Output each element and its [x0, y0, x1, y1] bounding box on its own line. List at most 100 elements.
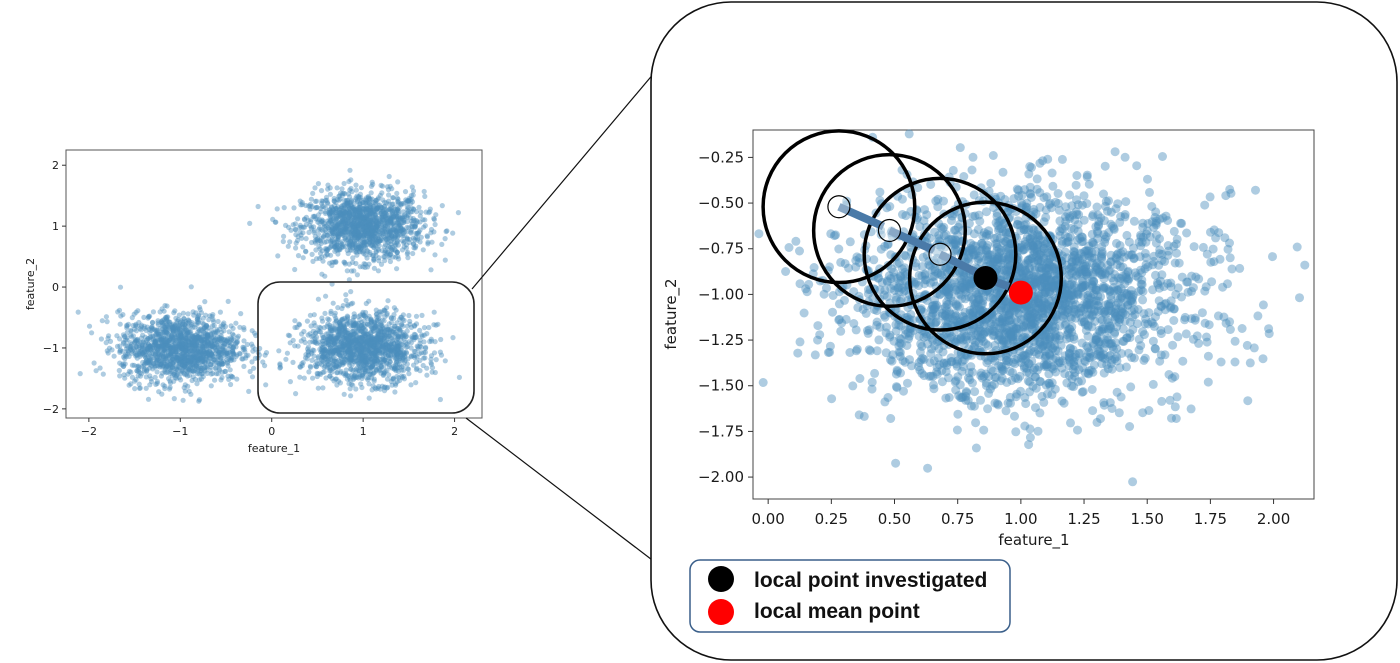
scatter-point: [128, 340, 134, 346]
scatter-point: [385, 298, 391, 304]
scatter-point: [222, 368, 228, 375]
scatter-point: [364, 239, 370, 245]
scatter-point: [412, 237, 418, 243]
scatter-point: [208, 383, 214, 389]
scatter-point: [337, 328, 343, 334]
scatter-point: [403, 242, 410, 248]
scatter-point: [365, 212, 371, 218]
scatter-point: [330, 207, 336, 213]
scatter-point: [413, 218, 420, 224]
scatter-point: [379, 343, 385, 350]
scatter-point: [374, 218, 380, 224]
scatter-point: [326, 245, 333, 251]
scatter-point: [167, 384, 173, 390]
scatter-point: [350, 205, 356, 211]
scatter-point: [366, 298, 372, 304]
scatter-point: [378, 329, 384, 335]
scatter-point: [359, 220, 365, 227]
scatter-point: [341, 216, 347, 223]
scatter-point: [398, 350, 404, 356]
scatter-point: [310, 213, 316, 219]
scatter-point: [357, 235, 364, 241]
scatter-point: [360, 227, 366, 233]
scatter-point: [348, 202, 354, 208]
scatter-point: [364, 224, 370, 230]
scatter-point: [354, 224, 360, 230]
scatter-point: [342, 220, 349, 226]
scatter-point: [409, 206, 415, 212]
scatter-point: [376, 226, 382, 232]
scatter-point: [339, 186, 345, 192]
scatter-point: [263, 382, 269, 388]
scatter-point: [337, 210, 343, 216]
scatter-point: [316, 216, 322, 222]
scatter-point: [363, 206, 370, 212]
scatter-point: [378, 261, 385, 267]
scatter-point: [364, 203, 370, 209]
scatter-point: [368, 190, 374, 196]
scatter-point: [363, 219, 369, 225]
scatter-point: [363, 226, 369, 232]
scatter-point: [352, 242, 358, 248]
scatter-point: [358, 224, 364, 230]
scatter-point: [341, 197, 348, 203]
scatter-point: [372, 234, 378, 241]
scatter-point: [402, 229, 408, 235]
scatter-point: [813, 335, 823, 345]
scatter-point: [394, 344, 400, 351]
scatter-point: [345, 223, 351, 229]
scatter-point: [348, 247, 354, 253]
scatter-point: [329, 243, 335, 249]
scatter-point: [283, 356, 289, 362]
scatter-point: [249, 374, 256, 380]
scatter-point: [378, 236, 384, 242]
scatter-point: [351, 225, 357, 231]
scatter-point: [376, 255, 382, 261]
scatter-point: [335, 221, 341, 227]
scatter-point: [375, 202, 381, 208]
scatter-point: [288, 227, 294, 233]
scatter-point: [357, 233, 363, 239]
scatter-point: [428, 230, 434, 236]
y-tick-label: −2: [43, 403, 59, 416]
scatter-point: [395, 199, 401, 205]
scatter-point: [380, 208, 386, 214]
scatter-point: [374, 228, 380, 234]
scatter-point: [388, 218, 394, 224]
scatter-point: [372, 225, 378, 231]
scatter-point: [342, 214, 348, 220]
scatter-point: [154, 379, 160, 385]
scatter-point: [357, 237, 364, 243]
scatter-point: [177, 360, 183, 366]
scatter-point: [303, 221, 309, 228]
scatter-point: [396, 220, 402, 226]
scatter-point: [827, 394, 837, 404]
scatter-point: [298, 224, 304, 230]
scatter-point: [364, 223, 370, 229]
scatter-point: [359, 221, 365, 227]
scatter-point: [323, 239, 329, 245]
scatter-point: [431, 229, 437, 235]
scatter-point: [405, 208, 411, 215]
scatter-point: [122, 353, 128, 359]
scatter-point: [228, 323, 234, 329]
scatter-point: [388, 233, 395, 239]
scatter-point: [364, 214, 370, 220]
scatter-point: [344, 201, 350, 207]
scatter-point: [391, 204, 397, 210]
scatter-point: [404, 207, 410, 213]
scatter-point: [297, 198, 303, 204]
scatter-point: [412, 223, 418, 229]
scatter-point: [363, 217, 369, 223]
scatter-point: [309, 239, 315, 246]
scatter-point: [312, 198, 318, 204]
scatter-point: [361, 214, 367, 220]
scatter-point: [424, 234, 431, 240]
scatter-point: [356, 212, 362, 219]
scatter-point: [358, 195, 364, 201]
scatter-point: [362, 215, 368, 221]
scatter-point: [362, 229, 369, 235]
scatter-point: [280, 238, 286, 245]
scatter-point: [356, 209, 362, 215]
scatter-point: [422, 217, 428, 223]
